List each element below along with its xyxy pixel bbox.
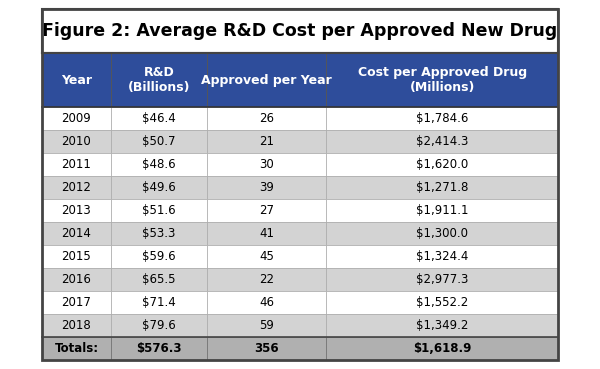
Text: 30: 30 xyxy=(259,158,274,171)
Text: 2016: 2016 xyxy=(62,273,91,286)
Bar xyxy=(326,291,559,314)
Bar xyxy=(41,199,112,222)
Text: 2009: 2009 xyxy=(62,112,91,125)
Text: 2013: 2013 xyxy=(62,204,91,217)
Bar xyxy=(41,176,112,199)
Bar xyxy=(112,314,207,337)
Bar xyxy=(41,107,112,130)
Bar xyxy=(326,153,559,176)
Bar xyxy=(207,245,326,268)
Text: $48.6: $48.6 xyxy=(142,158,176,171)
Bar xyxy=(207,222,326,245)
Text: $49.6: $49.6 xyxy=(142,181,176,194)
Text: 39: 39 xyxy=(259,181,274,194)
Text: $1,271.8: $1,271.8 xyxy=(416,181,468,194)
Bar xyxy=(41,53,112,107)
Text: $2,977.3: $2,977.3 xyxy=(416,273,468,286)
Bar xyxy=(326,268,559,291)
Bar xyxy=(207,199,326,222)
Text: 2010: 2010 xyxy=(62,135,91,148)
Bar xyxy=(207,176,326,199)
Bar xyxy=(112,337,207,360)
Bar xyxy=(326,176,559,199)
Text: 27: 27 xyxy=(259,204,274,217)
Bar xyxy=(112,268,207,291)
Bar xyxy=(207,130,326,153)
Text: 2011: 2011 xyxy=(62,158,91,171)
Text: Figure 2: Average R&D Cost per Approved New Drug: Figure 2: Average R&D Cost per Approved … xyxy=(43,22,557,40)
Bar xyxy=(41,314,112,337)
Bar xyxy=(41,337,112,360)
Text: $50.7: $50.7 xyxy=(142,135,176,148)
Bar xyxy=(326,245,559,268)
Bar xyxy=(112,130,207,153)
Text: $59.6: $59.6 xyxy=(142,250,176,263)
Bar xyxy=(41,153,112,176)
Text: $79.6: $79.6 xyxy=(142,319,176,332)
Text: $1,324.4: $1,324.4 xyxy=(416,250,468,263)
Text: 59: 59 xyxy=(259,319,274,332)
Bar xyxy=(326,53,559,107)
Bar xyxy=(207,337,326,360)
Bar xyxy=(207,153,326,176)
Bar xyxy=(207,268,326,291)
Text: 2012: 2012 xyxy=(62,181,91,194)
Bar xyxy=(326,107,559,130)
Bar xyxy=(112,53,207,107)
Text: Approved per Year: Approved per Year xyxy=(201,73,332,87)
Bar xyxy=(326,130,559,153)
Bar xyxy=(41,245,112,268)
Text: $576.3: $576.3 xyxy=(136,342,182,355)
Bar xyxy=(207,107,326,130)
Bar xyxy=(326,337,559,360)
Text: Year: Year xyxy=(61,73,92,87)
Text: $1,620.0: $1,620.0 xyxy=(416,158,468,171)
Bar xyxy=(112,222,207,245)
Bar xyxy=(112,245,207,268)
Bar xyxy=(207,314,326,337)
Text: 2015: 2015 xyxy=(62,250,91,263)
Text: $1,784.6: $1,784.6 xyxy=(416,112,468,125)
Text: 2018: 2018 xyxy=(62,319,91,332)
Bar xyxy=(112,291,207,314)
Bar xyxy=(112,153,207,176)
Text: 2014: 2014 xyxy=(62,227,91,240)
Bar xyxy=(207,291,326,314)
Text: $71.4: $71.4 xyxy=(142,296,176,309)
Text: $1,618.9: $1,618.9 xyxy=(413,342,471,355)
Text: $53.3: $53.3 xyxy=(142,227,176,240)
Bar xyxy=(326,199,559,222)
Bar xyxy=(41,268,112,291)
Text: 46: 46 xyxy=(259,296,274,309)
Text: 26: 26 xyxy=(259,112,274,125)
Text: $1,552.2: $1,552.2 xyxy=(416,296,468,309)
Text: Totals:: Totals: xyxy=(55,342,98,355)
Text: R&D
(Billions): R&D (Billions) xyxy=(128,66,190,94)
Bar xyxy=(41,291,112,314)
Bar xyxy=(207,53,326,107)
Bar xyxy=(112,107,207,130)
Text: $2,414.3: $2,414.3 xyxy=(416,135,468,148)
Text: $1,300.0: $1,300.0 xyxy=(416,227,468,240)
Text: $65.5: $65.5 xyxy=(142,273,176,286)
Text: 41: 41 xyxy=(259,227,274,240)
Text: Cost per Approved Drug
(Millions): Cost per Approved Drug (Millions) xyxy=(358,66,527,94)
Text: 2017: 2017 xyxy=(62,296,91,309)
Bar xyxy=(326,222,559,245)
Bar xyxy=(41,222,112,245)
Text: 356: 356 xyxy=(254,342,279,355)
Bar xyxy=(41,130,112,153)
Text: 22: 22 xyxy=(259,273,274,286)
Text: $1,911.1: $1,911.1 xyxy=(416,204,469,217)
Bar xyxy=(326,314,559,337)
Text: 45: 45 xyxy=(259,250,274,263)
Text: $51.6: $51.6 xyxy=(142,204,176,217)
Bar xyxy=(112,199,207,222)
Text: 21: 21 xyxy=(259,135,274,148)
Bar xyxy=(112,176,207,199)
Text: $46.4: $46.4 xyxy=(142,112,176,125)
Bar xyxy=(41,9,559,53)
Text: $1,349.2: $1,349.2 xyxy=(416,319,468,332)
